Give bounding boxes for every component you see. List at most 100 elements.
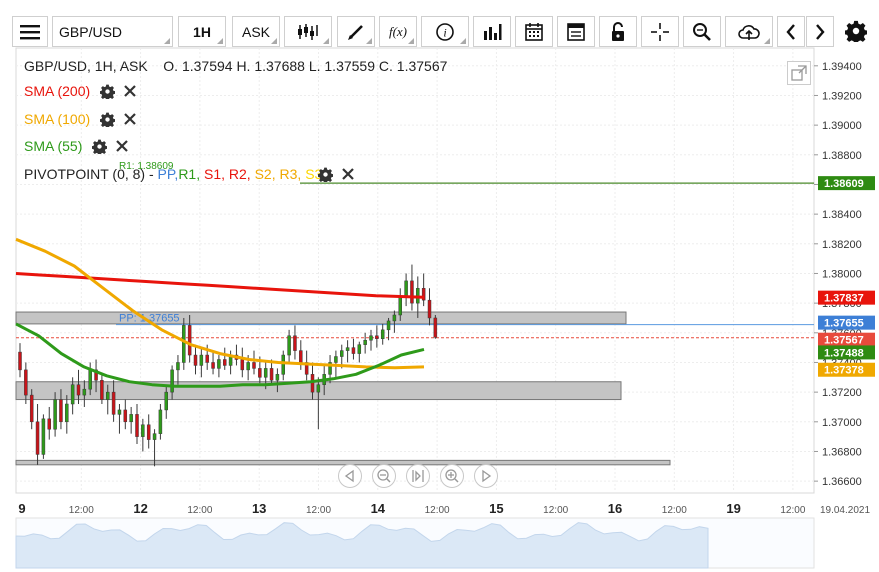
pan-right-button[interactable] <box>474 464 498 488</box>
gear-icon <box>100 112 115 127</box>
x-tick-label: 19 <box>726 501 740 516</box>
y-tick-label: 1.38200 <box>822 239 862 251</box>
price-tag-bg <box>818 315 875 330</box>
calendar-button[interactable] <box>515 16 553 47</box>
candle-body <box>293 335 297 351</box>
candle-body <box>164 391 168 411</box>
candle-body <box>35 421 40 455</box>
zoom-button[interactable] <box>683 16 721 47</box>
magnifier-icon <box>693 22 711 41</box>
cloud-upload-icon <box>738 24 760 40</box>
sma-200-line <box>15 272 425 299</box>
menu-button[interactable] <box>12 16 48 47</box>
chart-header: GBP/USD, 1H, ASK O. 1.37594 H. 1.37688 L… <box>24 58 447 74</box>
triangle-right-icon <box>482 469 492 483</box>
draw-tool-button[interactable] <box>337 16 375 47</box>
lock-button[interactable] <box>599 16 637 47</box>
plot-border <box>15 47 815 494</box>
calendar-icon <box>525 22 543 41</box>
price-tag-label: 1.38609 <box>824 178 864 190</box>
legend-sma-200[interactable]: SMA (200) <box>24 83 90 99</box>
candle-body <box>398 295 402 316</box>
template-button[interactable] <box>557 16 595 47</box>
candle-body <box>380 329 385 339</box>
legend-sma-55[interactable]: SMA (55) <box>24 138 82 154</box>
candle-body <box>94 369 98 381</box>
chart-title: GBP/USD, 1H, ASK <box>24 58 148 74</box>
x-tick-label: 9 <box>18 501 25 516</box>
expand-chart-button[interactable] <box>787 61 811 85</box>
ohlc-values: O. 1.37594 H. 1.37688 L. 1.37559 C. 1.37… <box>163 58 448 74</box>
candle-body <box>65 403 69 423</box>
zoom-out-button[interactable] <box>372 464 396 488</box>
candle-body <box>158 409 163 434</box>
candle-body <box>252 362 256 369</box>
symbol-input[interactable]: GBP/USD <box>52 16 173 47</box>
price-tag-label: 1.37567 <box>824 335 864 347</box>
price-type-select[interactable]: ASK <box>232 16 280 47</box>
y-tick-label: 1.36800 <box>822 446 862 458</box>
sma-55-line <box>15 322 425 388</box>
x-tick-label: 13 <box>252 501 266 516</box>
scroll-left-button[interactable] <box>777 16 805 47</box>
cloud-save-button[interactable] <box>725 16 773 47</box>
candle-body <box>217 359 221 369</box>
candle-body <box>369 335 373 341</box>
pan-left-button[interactable] <box>338 464 362 488</box>
y-tick-label: 1.39000 <box>822 120 862 132</box>
candle-body <box>24 369 28 396</box>
candle-body <box>275 374 280 381</box>
price-type-label: ASK <box>241 23 270 40</box>
candle-body <box>29 394 34 423</box>
gear-icon <box>844 20 868 45</box>
crosshair-button[interactable] <box>641 16 679 47</box>
lock-icon <box>612 21 624 41</box>
candle-body <box>351 347 356 354</box>
candle-body <box>111 391 116 415</box>
candle-body <box>246 362 250 371</box>
close-icon <box>116 140 128 152</box>
chart-type-button[interactable] <box>284 16 332 47</box>
candle-body <box>269 368 274 381</box>
chevron-left-icon <box>786 23 795 40</box>
indicators-button[interactable]: f(x) <box>379 16 417 47</box>
candle-body <box>88 369 92 390</box>
x-tick-label: 16 <box>608 501 622 516</box>
sma-55-label: SMA (55) <box>24 138 83 154</box>
scroll-right-button[interactable] <box>806 16 834 47</box>
reset-zoom-button[interactable] <box>406 464 430 488</box>
candle-body <box>199 354 204 366</box>
settings-button[interactable] <box>844 20 869 45</box>
candle-body <box>316 384 321 393</box>
pivot-r2: R2, <box>228 166 251 182</box>
candle-body <box>182 325 186 363</box>
x-tick-label: 12:00 <box>306 505 331 516</box>
candle-body <box>334 356 338 363</box>
pp-level-label: PP: 1.37655 <box>119 313 180 325</box>
candle-body <box>146 424 151 440</box>
candle-body <box>375 335 379 339</box>
x-tick-label: 14 <box>371 501 386 516</box>
legend-pivotpoint[interactable]: PIVOTPOINT (0, 8) - PP,R1, S1, R2, S2, R… <box>24 166 322 182</box>
legend-sma-100[interactable]: SMA (100) <box>24 111 90 127</box>
candlestick-icon <box>298 23 318 40</box>
zoom-in-button[interactable] <box>440 464 464 488</box>
sma-100-line <box>15 237 425 370</box>
y-tick-label: 1.38400 <box>822 209 862 221</box>
level-lines: PP: 1.37655 <box>16 182 814 339</box>
candle-body <box>433 317 438 338</box>
candle-body <box>141 424 145 437</box>
candle-body <box>363 339 367 345</box>
candle-body <box>410 280 414 304</box>
timeframe-select[interactable]: 1H <box>178 16 226 47</box>
info-button[interactable]: i <box>421 16 469 47</box>
candle-body <box>427 299 432 319</box>
bar-chart-icon <box>484 23 502 40</box>
volume-button[interactable] <box>473 16 511 47</box>
y-tick-label: 1.38800 <box>822 150 862 162</box>
crosshair-icon <box>651 22 669 41</box>
candle-body <box>70 384 75 405</box>
candle-body <box>117 409 122 415</box>
